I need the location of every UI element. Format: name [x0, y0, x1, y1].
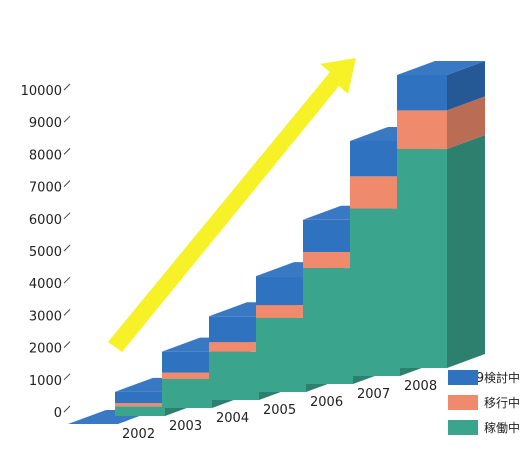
y-tick-label: 7000 — [29, 181, 62, 196]
bar-segment-検討中-front — [397, 74, 447, 111]
y-tick-label: 9000 — [29, 116, 62, 131]
x-tick-label: 2002 — [122, 427, 155, 442]
y-tick-mark — [63, 83, 71, 91]
legend-label-稼働中: 稼働中 — [484, 420, 520, 435]
bar-segment-移行中-front — [350, 176, 400, 209]
bar-segment-検討中-front — [209, 316, 259, 343]
y-tick-mark — [63, 309, 71, 316]
legend-label-検討中: 検討中 — [484, 370, 520, 385]
x-tick-label: 2003 — [169, 419, 202, 434]
y-tick-label: 10000 — [21, 84, 62, 99]
y-tick-mark — [63, 180, 71, 187]
y-tick-mark — [63, 115, 71, 123]
y-tick-mark — [63, 212, 71, 220]
x-tick-label: 2007 — [357, 387, 390, 402]
y-tick-mark — [63, 148, 71, 155]
bar-segment-移行中-front — [115, 403, 165, 407]
y-tick-label: 6000 — [29, 213, 62, 228]
bar-group-2009 — [397, 60, 485, 368]
bar-segment-移行中-front — [162, 372, 212, 380]
bar-top-face — [397, 60, 485, 75]
bar-segment-稼働中-side — [447, 135, 485, 368]
bar-segment-検討中-side — [447, 60, 485, 111]
bar-segment-検討中-front — [115, 391, 165, 404]
bar-segment-稼働中-front — [350, 208, 400, 376]
bar-segment-稼働中-front — [256, 317, 306, 392]
bar-segment-稼働中-front — [115, 406, 165, 416]
y-tick-mark — [63, 373, 71, 381]
y-tick-mark — [63, 405, 71, 413]
y-tick-label: 4000 — [29, 277, 62, 292]
legend-swatch-移行中 — [448, 395, 478, 410]
y-tick-mark — [63, 341, 71, 348]
y-tick-mark — [63, 244, 71, 252]
bar-segment-稼働中-front — [397, 149, 447, 368]
x-tick-label: 2006 — [310, 395, 343, 410]
y-tick-label: 8000 — [29, 148, 62, 163]
y-tick-label: 1000 — [29, 374, 62, 389]
bar-segment-移行中-side — [447, 96, 485, 150]
growth-arrow — [108, 58, 356, 352]
legend-label-移行中: 移行中 — [484, 395, 520, 410]
bar-segment-移行中-front — [256, 305, 306, 318]
y-tick-label: 3000 — [29, 309, 62, 324]
x-tick-label: 2004 — [216, 411, 249, 426]
bar-segment-移行中-front — [209, 342, 259, 352]
x-tick-label: 2005 — [263, 403, 296, 418]
bar-segment-検討中-front — [303, 219, 353, 252]
bar-segment-稼働中-front — [303, 268, 353, 384]
legend-swatch-稼働中 — [448, 420, 478, 435]
legend-swatch-検討中 — [448, 370, 478, 385]
bar-segment-稼働中-front — [162, 379, 212, 408]
y-tick-label: 5000 — [29, 245, 62, 260]
x-tick-label: 2008 — [404, 379, 437, 394]
bar-segment-検討中-front — [162, 351, 212, 373]
bar-segment-検討中-front — [256, 276, 306, 306]
y-tick-label: 0 — [54, 406, 62, 421]
y-tick-label: 2000 — [29, 342, 62, 357]
bar-segment-稼働中-front — [209, 351, 259, 400]
bar-segment-移行中-front — [397, 110, 447, 150]
bar-segment-検討中-front — [350, 140, 400, 177]
bar-segment-移行中-front — [303, 251, 353, 269]
y-tick-mark — [63, 276, 71, 284]
